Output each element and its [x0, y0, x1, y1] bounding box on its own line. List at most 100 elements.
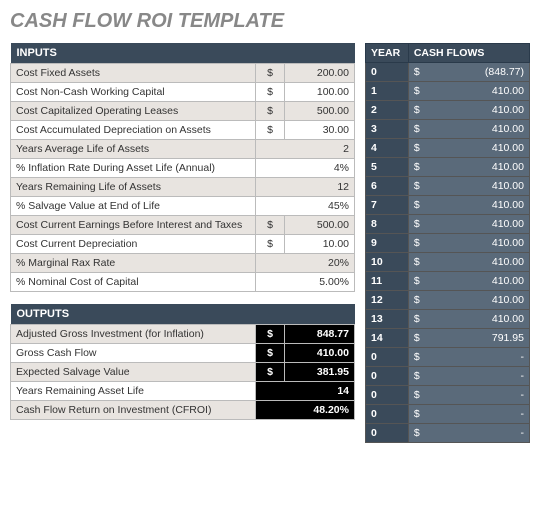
output-value: 381.95 [284, 363, 354, 382]
cashflow-row: 2$410.00 [366, 101, 530, 120]
cashflow-row: 4$410.00 [366, 139, 530, 158]
dollar-sign: $ [408, 253, 435, 272]
input-row: Cost Current Depreciation$10.00 [11, 235, 355, 254]
cashflow-year: 0 [366, 63, 409, 82]
input-row: Cost Current Earnings Before Interest an… [11, 216, 355, 235]
input-value: 200.00 [284, 64, 354, 83]
input-label: Years Average Life of Assets [11, 140, 256, 159]
cashflow-value: 410.00 [435, 272, 530, 291]
cashflow-year: 3 [366, 120, 409, 139]
input-row: % Salvage Value at End of Life45% [11, 197, 355, 216]
dollar-sign: $ [408, 234, 435, 253]
input-label: % Nominal Cost of Capital [11, 273, 256, 292]
cashflow-row: 0$- [366, 386, 530, 405]
output-row: Years Remaining Asset Life14 [11, 382, 355, 401]
dollar-sign: $ [408, 120, 435, 139]
dollar-sign: $ [408, 139, 435, 158]
input-row: Cost Fixed Assets$200.00 [11, 64, 355, 83]
cashflow-year: 1 [366, 82, 409, 101]
input-label: Cost Current Earnings Before Interest an… [11, 216, 256, 235]
dollar-sign: $ [408, 348, 435, 367]
dollar-sign: $ [408, 177, 435, 196]
cashflow-year: 14 [366, 329, 409, 348]
cashflow-row: 0$(848.77) [366, 63, 530, 82]
cashflow-value: 410.00 [435, 101, 530, 120]
dollar-sign: $ [408, 310, 435, 329]
input-row: % Nominal Cost of Capital5.00% [11, 273, 355, 292]
input-label: Cost Fixed Assets [11, 64, 256, 83]
input-value: 2 [256, 140, 355, 159]
cashflow-row: 0$- [366, 348, 530, 367]
dollar-sign: $ [256, 235, 285, 254]
cashflow-row: 3$410.00 [366, 120, 530, 139]
cashflow-year: 6 [366, 177, 409, 196]
output-row: Adjusted Gross Investment (for Inflation… [11, 325, 355, 344]
input-value: 5.00% [256, 273, 355, 292]
cashflow-value: 410.00 [435, 139, 530, 158]
cashflow-year: 0 [366, 386, 409, 405]
cashflow-cf-header: CASH FLOWS [408, 44, 529, 63]
dollar-sign: $ [408, 367, 435, 386]
cashflow-year: 13 [366, 310, 409, 329]
page-title: CASH FLOW ROI TEMPLATE [10, 10, 539, 33]
output-label: Cash Flow Return on Investment (CFROI) [11, 401, 256, 420]
dollar-sign: $ [408, 386, 435, 405]
cashflow-year: 9 [366, 234, 409, 253]
cashflow-value: 410.00 [435, 158, 530, 177]
input-label: % Salvage Value at End of Life [11, 197, 256, 216]
dollar-sign: $ [408, 63, 435, 82]
output-value: 848.77 [284, 325, 354, 344]
dollar-sign: $ [408, 291, 435, 310]
dollar-sign: $ [256, 102, 285, 121]
input-row: % Inflation Rate During Asset Life (Annu… [11, 159, 355, 178]
dollar-sign: $ [256, 325, 285, 344]
cashflow-row: 7$410.00 [366, 196, 530, 215]
cashflow-year: 4 [366, 139, 409, 158]
input-row: Cost Capitalized Operating Leases$500.00 [11, 102, 355, 121]
outputs-table: OUTPUTS Adjusted Gross Investment (for I… [10, 304, 355, 420]
cashflow-year: 7 [366, 196, 409, 215]
input-label: Cost Current Depreciation [11, 235, 256, 254]
output-value: 48.20% [256, 401, 355, 420]
outputs-header: OUTPUTS [11, 304, 355, 325]
input-label: % Marginal Rax Rate [11, 254, 256, 273]
input-value: 500.00 [284, 102, 354, 121]
cashflow-value: - [435, 405, 530, 424]
main-layout: INPUTS Cost Fixed Assets$200.00Cost Non-… [10, 43, 539, 443]
cashflow-year-header: YEAR [366, 44, 409, 63]
cashflow-year: 0 [366, 424, 409, 443]
output-label: Expected Salvage Value [11, 363, 256, 382]
input-row: Years Average Life of Assets2 [11, 140, 355, 159]
cashflow-value: 410.00 [435, 291, 530, 310]
cashflow-row: 6$410.00 [366, 177, 530, 196]
cashflow-value: 410.00 [435, 120, 530, 139]
input-value: 10.00 [284, 235, 354, 254]
input-value: 12 [256, 178, 355, 197]
cashflow-year: 11 [366, 272, 409, 291]
cashflow-year: 0 [366, 367, 409, 386]
cashflow-year: 5 [366, 158, 409, 177]
cashflow-value: 410.00 [435, 82, 530, 101]
dollar-sign: $ [408, 329, 435, 348]
input-label: Cost Accumulated Depreciation on Assets [11, 121, 256, 140]
cashflow-value: - [435, 424, 530, 443]
dollar-sign: $ [256, 83, 285, 102]
dollar-sign: $ [256, 216, 285, 235]
cashflow-row: 1$410.00 [366, 82, 530, 101]
cashflow-year: 0 [366, 348, 409, 367]
dollar-sign: $ [408, 158, 435, 177]
input-value: 30.00 [284, 121, 354, 140]
output-row: Expected Salvage Value$381.95 [11, 363, 355, 382]
input-row: % Marginal Rax Rate20% [11, 254, 355, 273]
cashflow-row: 12$410.00 [366, 291, 530, 310]
cashflow-table: YEAR CASH FLOWS 0$(848.77)1$410.002$410.… [365, 43, 530, 443]
cashflow-row: 8$410.00 [366, 215, 530, 234]
dollar-sign: $ [408, 82, 435, 101]
output-value: 14 [256, 382, 355, 401]
dollar-sign: $ [408, 272, 435, 291]
cashflow-year: 8 [366, 215, 409, 234]
cashflow-value: 410.00 [435, 177, 530, 196]
cashflow-row: 13$410.00 [366, 310, 530, 329]
cashflow-row: 0$- [366, 405, 530, 424]
cashflow-value: 410.00 [435, 310, 530, 329]
